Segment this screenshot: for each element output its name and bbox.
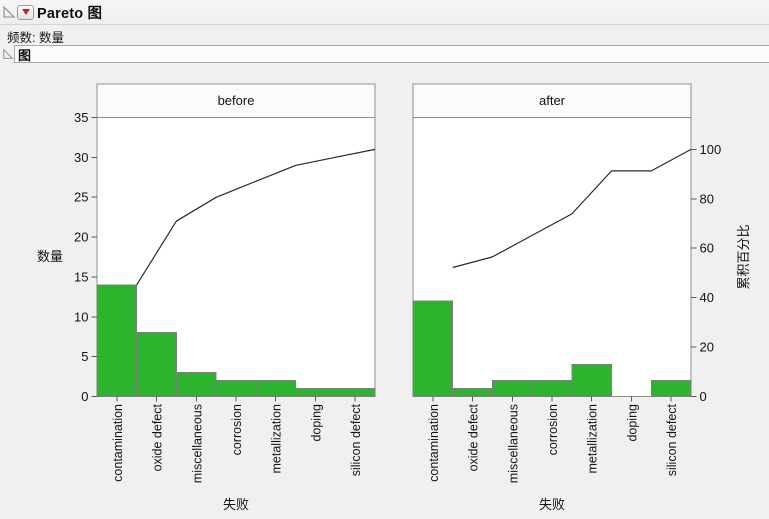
bar-before-miscellaneous[interactable] bbox=[175, 372, 217, 398]
right-axis-tick-label: 80 bbox=[700, 191, 714, 206]
x-category-label-after: doping bbox=[625, 404, 639, 442]
pareto-outline-header: Pareto 图 bbox=[0, 0, 769, 25]
x-category-label-after: contamination bbox=[427, 404, 441, 482]
left-axis-title: 数量 bbox=[37, 249, 63, 264]
x-category-label-before: metallization bbox=[270, 404, 284, 474]
x-axis-title-before: 失败 bbox=[223, 497, 249, 512]
bar-before-doping[interactable] bbox=[295, 388, 336, 397]
x-category-label-before: corrosion bbox=[230, 404, 244, 455]
bar-after-corrosion[interactable] bbox=[531, 380, 573, 397]
x-category-label-before: silicon defect bbox=[349, 403, 363, 476]
right-axis-tick-label: 60 bbox=[700, 241, 714, 256]
right-axis-tick-label: 20 bbox=[700, 340, 714, 355]
red-triangle-icon bbox=[21, 9, 30, 15]
outline-open-icon[interactable] bbox=[2, 5, 16, 19]
x-category-label-before: contamination bbox=[111, 404, 125, 482]
graph-section-title: 图 bbox=[18, 47, 32, 63]
x-category-label-before: miscellaneous bbox=[190, 404, 204, 483]
outline-open-icon[interactable] bbox=[2, 48, 14, 60]
red-triangle-menu-button[interactable] bbox=[17, 4, 34, 20]
bar-before-silicon defect[interactable] bbox=[334, 388, 376, 397]
x-category-label-after: corrosion bbox=[546, 404, 560, 455]
x-category-label-before: oxide defect bbox=[151, 403, 165, 471]
frequency-note: 频数: 数量 bbox=[7, 31, 64, 45]
x-category-label-before: doping bbox=[309, 404, 323, 442]
bar-before-oxide defect[interactable] bbox=[136, 332, 177, 398]
left-axis-tick-label: 30 bbox=[74, 150, 88, 165]
bar-after-miscellaneous[interactable] bbox=[491, 380, 533, 397]
panel-header-before bbox=[96, 83, 376, 118]
x-category-label-after: metallization bbox=[586, 404, 600, 474]
x-axis-title-after: 失败 bbox=[539, 497, 565, 512]
left-axis-tick-label: 10 bbox=[74, 309, 88, 324]
right-axis-title: 累积百分比 bbox=[736, 224, 751, 289]
left-axis-tick-label: 20 bbox=[74, 230, 88, 245]
panel-header-after bbox=[412, 83, 692, 118]
bar-before-contamination[interactable] bbox=[96, 284, 138, 397]
cumulative-line-after bbox=[452, 148, 692, 269]
left-axis-tick-label: 15 bbox=[74, 269, 88, 284]
bar-after-silicon defect[interactable] bbox=[650, 380, 692, 397]
panel-header-label-before: before bbox=[218, 93, 255, 108]
bar-before-corrosion[interactable] bbox=[215, 380, 257, 397]
x-category-label-after: oxide defect bbox=[467, 403, 481, 471]
bar-before-metallization[interactable] bbox=[255, 380, 297, 397]
x-category-label-after: silicon defect bbox=[665, 403, 679, 476]
graph-outline-header: 图 bbox=[0, 45, 769, 63]
left-axis-tick-label: 0 bbox=[81, 389, 88, 404]
x-category-label-after: miscellaneous bbox=[506, 404, 520, 483]
bar-after-contamination[interactable] bbox=[412, 300, 454, 398]
right-axis-tick-label: 100 bbox=[700, 142, 722, 157]
right-axis-tick-label: 0 bbox=[700, 389, 707, 404]
left-axis-tick-label: 25 bbox=[74, 190, 88, 205]
graph-section-title-box[interactable]: 图 bbox=[14, 45, 769, 63]
left-axis-tick-label: 35 bbox=[74, 110, 88, 125]
panel-header-label-after: after bbox=[539, 93, 566, 108]
report-title: Pareto 图 bbox=[37, 5, 103, 22]
plot-area-after[interactable] bbox=[412, 117, 692, 397]
bar-after-metallization[interactable] bbox=[571, 364, 613, 398]
bar-after-oxide defect[interactable] bbox=[452, 388, 493, 397]
right-axis-tick-label: 40 bbox=[700, 290, 714, 305]
left-axis-tick-label: 5 bbox=[81, 349, 88, 364]
cumulative-line-before bbox=[136, 148, 376, 286]
